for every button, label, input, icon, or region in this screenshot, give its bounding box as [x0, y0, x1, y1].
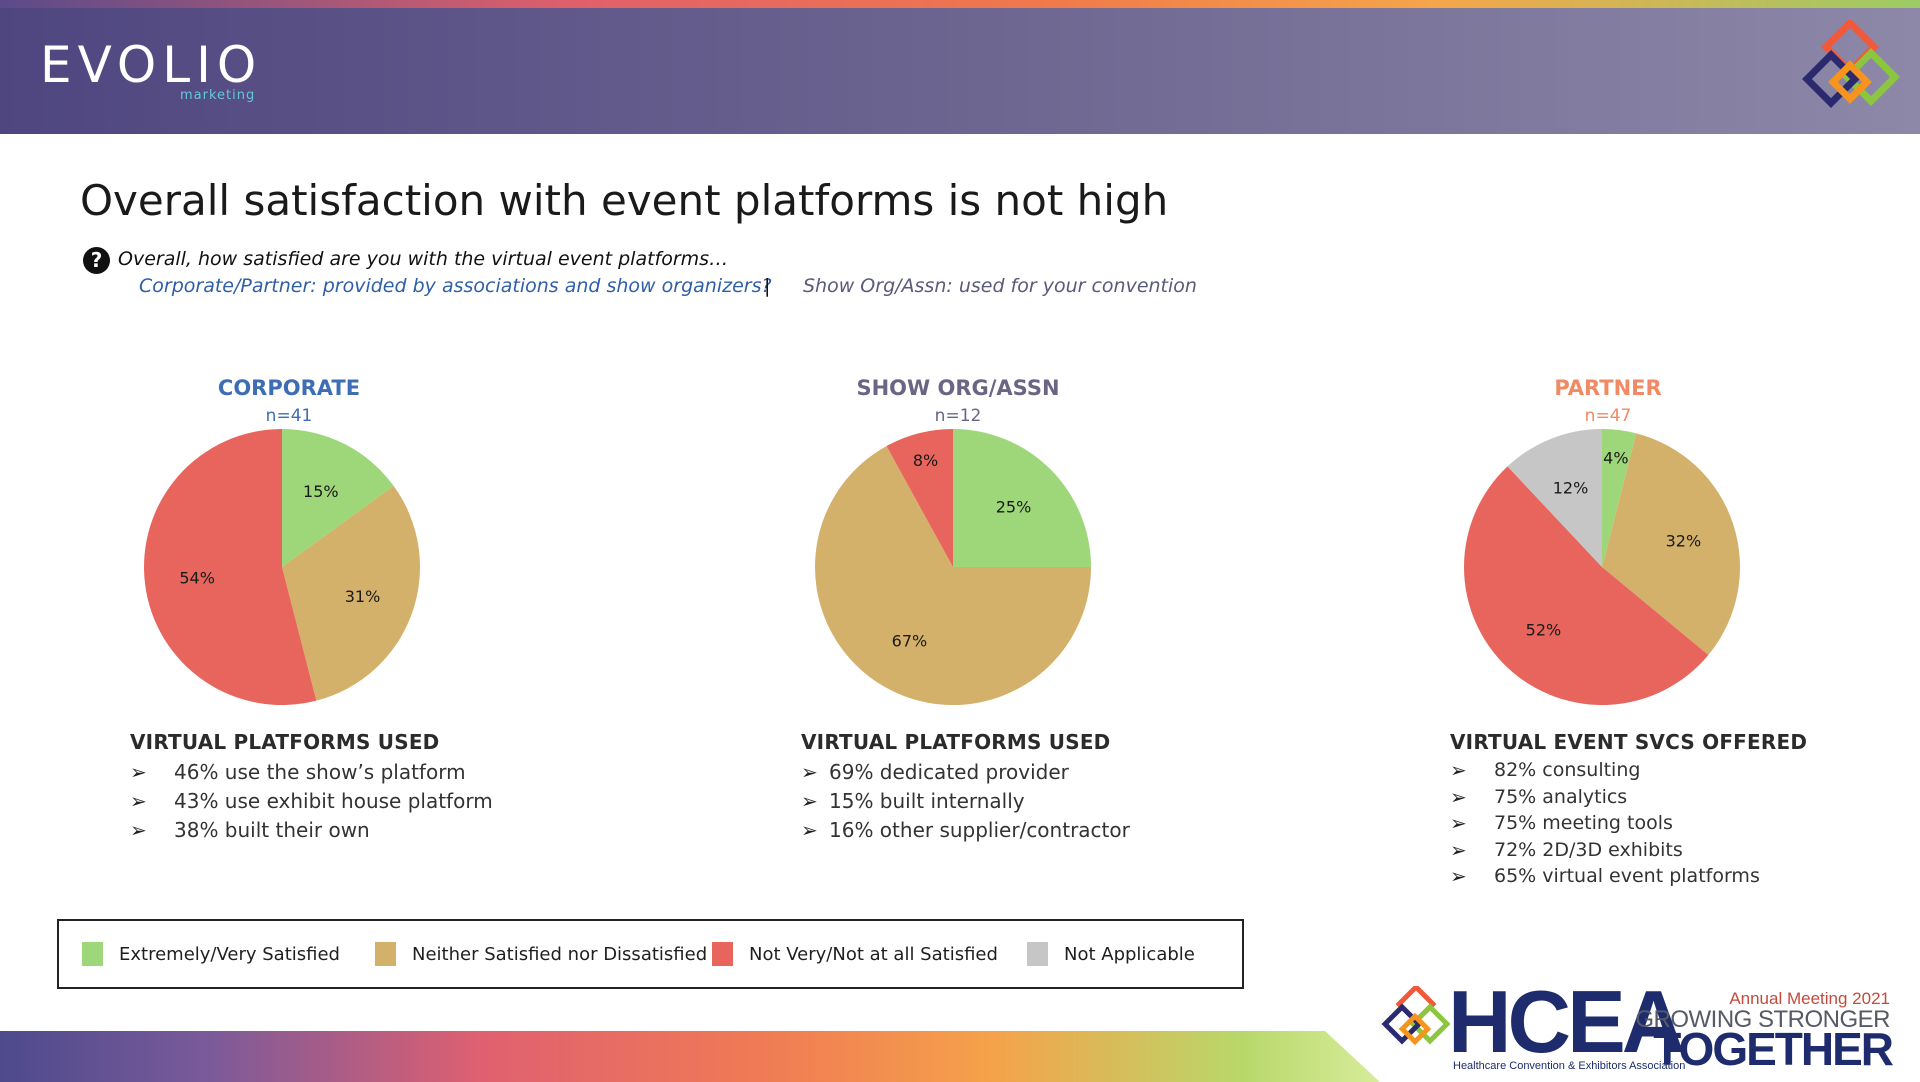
pie-slice-satisfied: [1602, 429, 1637, 567]
pie-data-label: 25%: [996, 497, 1032, 516]
chart-legend: Extremely/Very Satisfied Neither Satisfi…: [57, 919, 1244, 989]
legend-swatch: [712, 942, 733, 966]
hcea-diamonds-logo-icon: [1381, 986, 1451, 1046]
list-item: ➢ 82% consulting: [1450, 758, 1641, 783]
subquestion-separator: |: [764, 275, 771, 297]
legend-item-neither: Neither Satisfied nor Dissatisfied: [375, 942, 707, 966]
arrow-bullet-icon: ➢: [801, 817, 818, 842]
list-item: ➢ 75% analytics: [1450, 784, 1628, 809]
pie-slice-satisfied: [282, 429, 394, 567]
partner-pie-chart: 4% 32% 52% 12%: [1464, 429, 1740, 705]
arrow-bullet-icon: ➢: [1450, 811, 1467, 836]
logo-text: EVOLIO: [40, 36, 263, 94]
logo-subtext: marketing: [180, 88, 256, 103]
list-item: ➢ 69% dedicated provider: [801, 759, 1069, 784]
arrow-bullet-icon: ➢: [130, 817, 147, 842]
list-item: ➢ 38% built their own: [130, 817, 370, 842]
hcea-full-name: Healthcare Convention & Exhibitors Assoc…: [1453, 1060, 1686, 1072]
show-org-platforms-panel: VIRTUAL PLATFORMS USED ➢ 69% dedicated pr…: [801, 730, 1130, 844]
legend-swatch: [1027, 942, 1048, 966]
pie-data-label: 32%: [1666, 532, 1702, 551]
panel-heading: VIRTUAL PLATFORMS USED: [801, 730, 1111, 754]
arrow-bullet-icon: ➢: [1450, 837, 1467, 862]
arrow-bullet-icon: ➢: [130, 788, 147, 813]
show-org-pie-chart: 25% 67% 8%: [815, 429, 1091, 705]
evolio-logo: EVOLIO marketing: [40, 36, 270, 108]
corporate-chart-title: CORPORATE: [217, 376, 361, 400]
page-title: Overall satisfaction with event platform…: [80, 176, 1169, 225]
pie-slice-neither: [1602, 433, 1740, 655]
pie-data-label: 52%: [1526, 620, 1562, 639]
list-item: ➢ 43% use exhibit house platform: [130, 788, 493, 813]
pie-data-label: 15%: [303, 482, 339, 501]
top-accent-stripe: [0, 0, 1920, 8]
pie-data-label: 67%: [892, 632, 928, 651]
corporate-partner-subquestion: Corporate/Partner: provided by associati…: [139, 275, 772, 297]
pie-data-label: 31%: [345, 587, 381, 606]
pie-data-label: 12%: [1553, 478, 1589, 497]
pie-slice-not-satisfied: [1464, 466, 1709, 705]
legend-swatch: [82, 942, 103, 966]
pie-data-label: 8%: [913, 451, 938, 470]
legend-item-satisfied: Extremely/Very Satisfied: [82, 942, 340, 966]
corporate-sample-size: n=41: [265, 406, 313, 426]
list-item: ➢ 72% 2D/3D exhibits: [1450, 837, 1683, 862]
question-circle-icon: ?: [83, 247, 110, 274]
footer-gradient-band: [0, 1031, 1380, 1082]
arrow-bullet-icon: ➢: [801, 788, 818, 813]
pie-data-label: 54%: [179, 569, 215, 588]
partner-chart-title: PARTNER: [1554, 376, 1662, 400]
arrow-bullet-icon: ➢: [801, 759, 818, 784]
interlocking-diamonds-logo-icon: [1802, 20, 1900, 108]
partner-services-panel: VIRTUAL EVENT SVCS OFFERED ➢ 82% consulti…: [1450, 730, 1807, 890]
event-line: Annual Meeting 2021: [1729, 989, 1890, 1008]
partner-sample-size: n=47: [1584, 406, 1632, 426]
slogan-line-2: TOGETHER: [1653, 1023, 1894, 1075]
legend-item-not-applicable: Not Applicable: [1027, 942, 1195, 966]
list-item: ➢ 46% use the show’s platform: [130, 759, 466, 784]
panel-heading: VIRTUAL EVENT SVCS OFFERED: [1450, 730, 1808, 754]
hcea-wordmark: HCEA: [1448, 972, 1685, 1071]
show-org-subquestion: Show Org/Assn: used for your convention: [803, 275, 1197, 297]
legend-swatch: [375, 942, 396, 966]
show-org-sample-size: n=12: [934, 406, 982, 426]
panel-heading: VIRTUAL PLATFORMS USED: [130, 730, 440, 754]
corporate-pie-chart: 15% 31% 54%: [144, 429, 421, 705]
corporate-platforms-panel: VIRTUAL PLATFORMS USED ➢ 46% use the show…: [130, 730, 493, 844]
list-item: ➢ 15% built internally: [801, 788, 1025, 813]
list-item: ➢ 16% other supplier/contractor: [801, 817, 1130, 842]
arrow-bullet-icon: ➢: [1450, 784, 1467, 809]
slogan-line-1: GROWING STRONGER: [1635, 1006, 1890, 1033]
list-item: ➢ 65% virtual event platforms: [1450, 864, 1760, 889]
legend-item-not-satisfied: Not Very/Not at all Satisfied: [712, 942, 998, 966]
show-org-chart-title: SHOW ORG/ASSN: [856, 376, 1060, 400]
pie-slice-not-applicable: [1507, 429, 1602, 567]
pie-data-label: 4%: [1603, 448, 1628, 467]
pie-slice-neither: [282, 485, 421, 701]
pie-slice-neither: [815, 446, 1091, 705]
pie-slice-satisfied: [953, 429, 1091, 567]
header-bar: [0, 8, 1920, 134]
survey-question: Overall, how satisfied are you with the …: [118, 248, 729, 270]
arrow-bullet-icon: ➢: [1450, 758, 1467, 783]
arrow-bullet-icon: ➢: [130, 759, 147, 784]
pie-slice-not-satisfied: [144, 429, 317, 705]
list-item: ➢ 75% meeting tools: [1450, 811, 1673, 836]
pie-slice-not-satisfied: [886, 429, 953, 567]
arrow-bullet-icon: ➢: [1450, 864, 1467, 889]
